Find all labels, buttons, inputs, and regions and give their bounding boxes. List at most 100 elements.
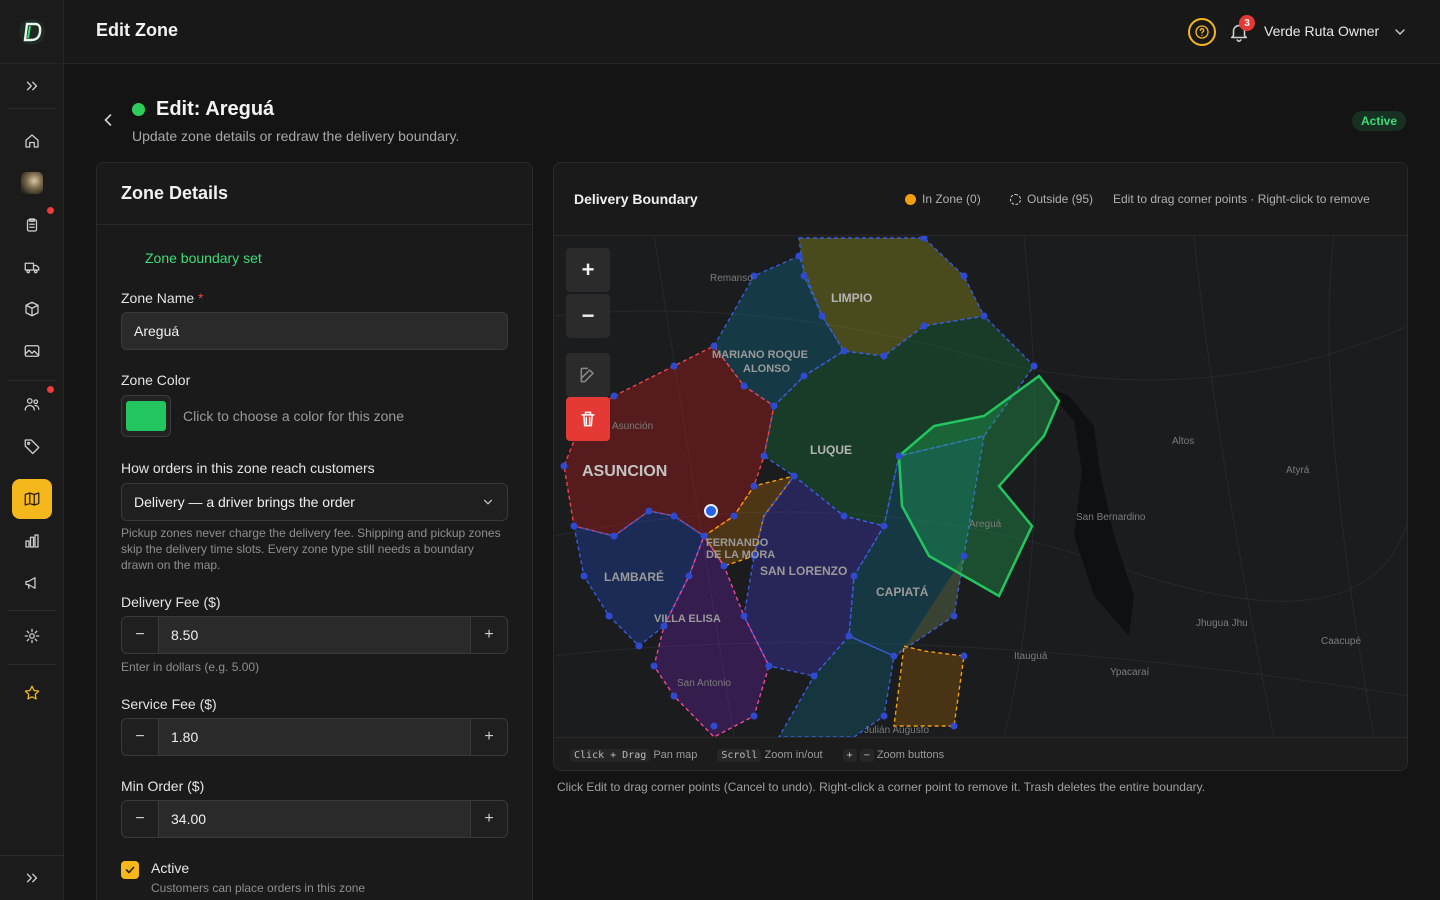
top-bar: Edit Zone 3 Verde Ruta Owner [64, 0, 1440, 64]
sidebar-item-delivery[interactable] [12, 247, 52, 287]
sidebar-item-store[interactable] [12, 163, 52, 203]
in-zone-count: In Zone (0) [922, 192, 981, 206]
label-asuncion-small: Asunción [612, 421, 653, 432]
home-icon [25, 134, 39, 148]
label-san-bernardino: San Bernardino [1076, 512, 1146, 523]
outside-count: Outside (95) [1027, 192, 1094, 206]
label-remanso: Remanso [710, 273, 753, 284]
in-zone-dot [905, 193, 916, 205]
sidebar-divider [8, 380, 56, 381]
kbd-scroll: Scroll [717, 749, 762, 762]
zone-status-dot [132, 103, 145, 116]
label-altos: Altos [1172, 436, 1194, 447]
sidebar-item-zones[interactable] [12, 479, 52, 519]
box-icon [25, 301, 39, 317]
sidebar-item-settings[interactable] [12, 616, 52, 656]
sidebar-divider [0, 855, 64, 856]
boundary-set-note: Zone boundary set [145, 250, 262, 266]
sidebar-item-customers[interactable] [12, 384, 54, 424]
sidebar-item-promotions[interactable] [12, 426, 52, 466]
service-fee-decrement[interactable]: − [135, 728, 145, 745]
kbd-minus: − [859, 749, 874, 762]
zoom-in-button[interactable]: + [566, 248, 610, 292]
user-menu-name[interactable]: Verde Ruta Owner [1264, 23, 1380, 39]
label-villa-elisa: VILLA ELISA [654, 613, 721, 625]
sidebar-item-analytics[interactable] [12, 521, 52, 561]
top-bar-title: Edit Zone [96, 20, 178, 40]
expand-sidebar-button[interactable] [12, 66, 52, 106]
service-fee-increment[interactable]: + [484, 728, 494, 745]
service-fee-stepper[interactable]: − 1.80 + [121, 718, 508, 756]
orders-alert-dot [47, 207, 54, 214]
sidebar-item-home[interactable] [12, 121, 52, 161]
map-title: Delivery Boundary [574, 191, 698, 207]
zoom-out-button[interactable]: − [566, 294, 610, 338]
zone-luque [763, 315, 1035, 527]
zone-name-value: Areguá [134, 323, 180, 339]
delivery-fee-help: Enter in dollars (e.g. 5.00) [121, 660, 260, 674]
chevron-down-icon [483, 499, 493, 505]
zone-name-input[interactable]: Areguá [121, 312, 508, 350]
sidebar-item-products[interactable] [12, 289, 52, 329]
min-order-stepper[interactable]: − 34.00 + [121, 800, 508, 838]
fulfillment-select[interactable]: Delivery — a driver brings the order [121, 483, 508, 521]
label-mariano-2: ALONSO [743, 363, 791, 375]
sidebar-divider [8, 610, 56, 611]
label-mariano-1: MARIANO ROQUE [712, 349, 808, 361]
legend-in-zone: In Zone (0) [905, 192, 981, 206]
sidebar-item-favorites[interactable] [12, 673, 52, 713]
delivery-fee-stepper[interactable]: − 8.50 + [121, 616, 508, 654]
chevron-down-icon[interactable] [1392, 24, 1408, 40]
zone-color-picker[interactable] [121, 395, 171, 437]
map-footer: Click + Drag Pan map Scroll Zoom in/out … [554, 737, 1407, 770]
edit-hint: Edit to drag corner points · Right-click… [1113, 192, 1370, 206]
zone-villa-elisa [653, 534, 770, 737]
hint-pan: Click + Drag Pan map [570, 749, 697, 762]
back-arrow-icon[interactable] [98, 110, 118, 130]
zone-color-label: Zone Color [121, 372, 191, 388]
delivery-fee-increment[interactable]: + [484, 626, 494, 643]
map-canvas[interactable]: Remanso LIMPIO MARIANO ROQUE ALONSO Asun… [554, 236, 1407, 737]
star-icon [24, 685, 40, 700]
sidebar-item-media[interactable] [12, 331, 52, 371]
chevrons-right-icon [26, 873, 38, 883]
min-order-increment[interactable]: + [484, 810, 494, 827]
zone-name-label-text: Zone Name [121, 290, 195, 306]
notification-count-badge: 3 [1239, 15, 1255, 31]
zone-aregua-boundary[interactable] [897, 374, 1061, 598]
delivery-fee-input[interactable]: 8.50 [158, 617, 471, 653]
label-ypacarai: Ypacaraí [1110, 667, 1150, 678]
clipboard-icon [26, 218, 38, 232]
users-icon [24, 398, 40, 411]
min-order-decrement[interactable]: − [135, 810, 145, 827]
active-checkbox[interactable] [121, 861, 139, 879]
zone-lambare [573, 510, 705, 647]
truck-icon [24, 262, 40, 274]
delivery-boundary-card: Delivery Boundary In Zone (0) Outside (9… [553, 162, 1408, 771]
delete-boundary-button[interactable] [566, 397, 610, 441]
app-logo[interactable] [0, 0, 64, 64]
zone-asuncion [563, 345, 775, 537]
map-svg: Remanso LIMPIO MARIANO ROQUE ALONSO Asun… [554, 236, 1407, 737]
hint-buttons-text: Zoom buttons [876, 749, 945, 761]
min-order-input[interactable]: 34.00 [158, 801, 471, 837]
zone-fernando [703, 474, 796, 567]
label-capiata: CAPIATÁ [876, 584, 929, 599]
label-aregua: Areguá [969, 519, 1002, 530]
customers-alert-dot [47, 386, 54, 393]
help-button[interactable] [1188, 18, 1216, 46]
delivery-fee-decrement[interactable]: − [135, 626, 145, 643]
fulfillment-value: Delivery — a driver brings the order [134, 494, 355, 510]
corner-points[interactable] [560, 236, 1038, 730]
hint-buttons: + − Zoom buttons [842, 749, 945, 762]
sidebar-item-marketing[interactable] [12, 563, 52, 603]
zone-color-swatch [126, 401, 166, 431]
label-caacupe: Caacupé [1321, 636, 1361, 647]
label-fernando-1: FERNANDO [706, 537, 769, 549]
collapse-sidebar-button[interactable] [12, 858, 52, 898]
status-badge: Active [1352, 111, 1407, 131]
edit-boundary-button[interactable] [566, 353, 610, 397]
service-fee-input[interactable]: 1.80 [158, 719, 471, 755]
zone-color-hint: Click to choose a color for this zone [183, 408, 404, 424]
sidebar-item-orders[interactable] [12, 205, 54, 245]
